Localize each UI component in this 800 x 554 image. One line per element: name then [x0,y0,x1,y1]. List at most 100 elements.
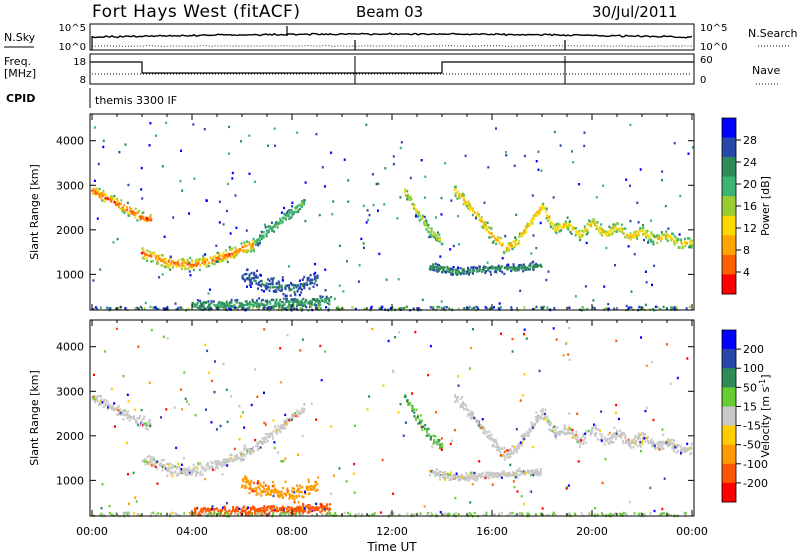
scatter-cell [143,422,146,425]
scatter-cell [546,415,549,418]
scatter-cell [476,266,479,270]
scatter-cell [129,206,132,209]
power-colorbar-title: Power [dB] [759,176,772,236]
scatter-cell [165,468,168,472]
scatter-cell [113,408,115,412]
scatter-cell [299,204,302,207]
scatter-cell [637,233,640,236]
scatter-cell [258,242,261,245]
scatter-cell [366,209,369,212]
scatter-cell [691,239,694,242]
scatter-cell [231,247,234,250]
scatter-cell [614,226,617,230]
scatter-cell [618,434,621,437]
scatter-cell [264,440,267,444]
scatter-cell [106,403,109,406]
scatter-cell [597,428,600,431]
scatter-cell [482,225,485,228]
x-axis-tick-labels: 00:00 04:00 08:00 12:00 16:00 20:00 00:00 [76,525,708,538]
scatter-cell [439,265,442,268]
scatter-cell [100,398,103,401]
scatter-cell [495,268,497,271]
scatter-cell [581,229,584,233]
scatter-cell [202,509,205,512]
scatter-cell [494,266,497,269]
scatter-cell [320,511,323,514]
scatter-cell [604,439,607,443]
scatter-cell [494,513,496,516]
scatter-cell [517,469,520,472]
scatter-cell [510,449,513,452]
scatter-cell [293,292,296,295]
scatter-cell [145,257,148,260]
scatter-cell [441,242,444,245]
scatter-cell [231,171,234,175]
scatter-cell [325,306,328,309]
scatter-cell [221,473,224,476]
scatter-cell [219,510,222,514]
scatter-cell [683,237,686,241]
scatter-cell [360,237,363,241]
scatter-cell [362,204,365,208]
scatter-cell [247,249,250,252]
scatter-cell [134,307,137,310]
station-title: Fort Hays West (fitACF) [92,2,300,22]
scatter-cell [161,465,164,468]
scatter-cell [469,501,472,504]
scatter-cell [248,306,251,309]
scatter-cell [303,199,306,202]
scatter-cell [599,227,602,231]
scatter-cell [534,469,537,472]
scatter-cell [423,505,426,508]
scatter-cell [623,433,626,436]
scatter-cell [656,443,659,446]
scatter-cell [539,471,542,474]
scatter-cell [213,512,216,515]
scatter-cell [297,494,300,498]
scatter-cell [450,478,453,481]
scatter-cell [126,514,129,517]
scatter-cell [244,447,247,450]
scatter-cell [300,508,302,511]
scatter-cell [251,281,253,285]
scatter-cell [245,272,248,276]
scatter-cell [235,301,238,304]
scatter-cell [311,297,314,301]
scatter-cell [568,326,571,330]
scatter-cell [535,472,538,476]
scatter-cell [178,259,181,262]
scatter-cell [483,474,486,477]
scatter-cell [267,282,270,286]
scatter-cell [230,298,233,302]
scatter-cell [554,432,557,435]
scatter-cell [611,514,614,517]
scatter-cell [512,240,515,243]
scatter-cell [215,244,218,247]
scatter-cell [265,506,268,510]
scatter-cell [219,302,222,305]
scatter-cell [452,268,455,272]
scatter-cell [662,512,665,515]
scatter-cell [673,243,676,246]
scatter-cell [278,303,281,306]
scatter-cell [275,430,278,433]
scatter-cell [180,463,183,466]
scatter-cell [253,276,256,280]
scatter-cell [279,430,282,434]
scatter-cell [209,306,212,309]
scatter-cell [221,301,224,304]
scatter-cell [187,267,190,270]
scatter-cell [586,307,589,311]
scatter-cell [458,192,461,196]
scatter-cell [156,259,159,263]
scatter-cell [657,306,660,309]
scatter-cell [258,281,261,284]
scatter-cell [487,267,490,270]
scatter-cell [391,306,394,309]
scatter-cell [195,264,198,267]
scatter-cell [132,471,135,475]
scatter-cell [248,241,251,244]
scatter-cell [235,507,238,510]
scatter-cell [249,482,252,485]
scatter-cell [277,280,280,283]
